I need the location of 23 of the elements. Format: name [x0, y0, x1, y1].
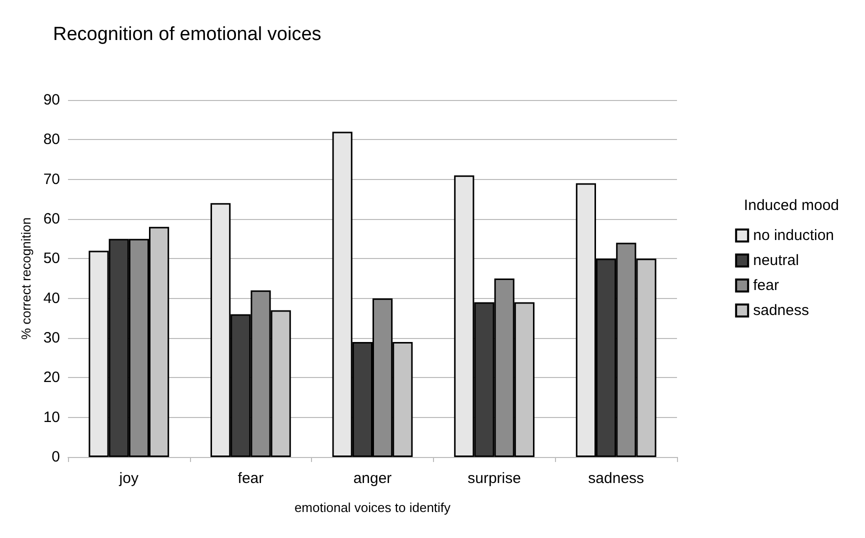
legend-label: no induction [753, 227, 834, 244]
y-tick-label: 10 [43, 408, 60, 426]
x-tick-label: sadness [588, 470, 644, 487]
y-tick-label: 90 [43, 92, 60, 108]
x-tick-label: joy [118, 470, 139, 487]
y-tick-label: 20 [43, 369, 60, 386]
chart-title: Recognition of emotional voices [53, 24, 322, 45]
y-tick-label: 50 [43, 250, 60, 268]
legend-label: sadness [753, 302, 809, 319]
x-tick-label: anger [353, 470, 392, 487]
y-axis-title: % correct recognition [18, 217, 34, 340]
legend-label: fear [753, 277, 779, 294]
legend-label: neutral [753, 252, 799, 269]
x-tick-label: surprise [468, 470, 521, 487]
y-tick-label: 80 [43, 131, 60, 148]
y-tick-label: 0 [52, 448, 60, 466]
legend-title: Induced mood [744, 197, 840, 214]
y-tick-label: 60 [43, 210, 60, 228]
x-axis-title: emotional voices to identify [294, 500, 452, 515]
y-tick-label: 70 [43, 170, 60, 188]
x-tick-label: fear [238, 470, 264, 487]
y-tick-label: 30 [43, 330, 60, 346]
y-tick-label: 40 [43, 290, 60, 307]
